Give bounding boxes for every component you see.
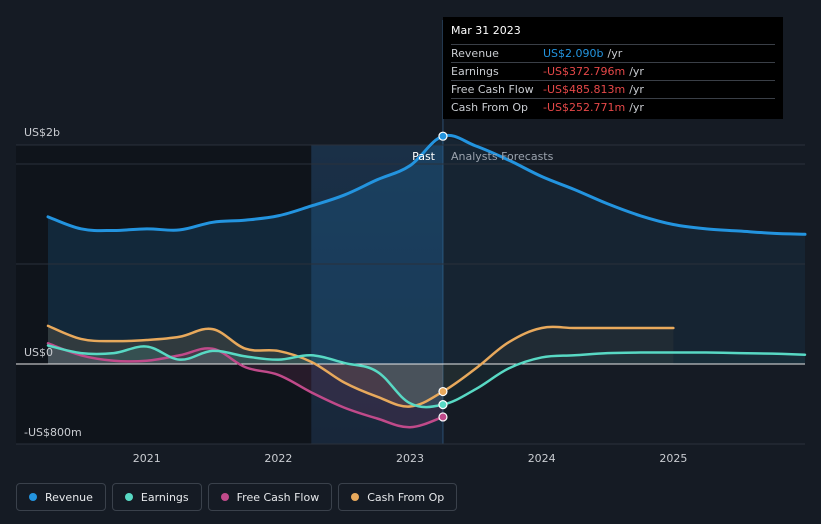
revenue-area bbox=[48, 136, 443, 364]
y-tick-label: US$0 bbox=[24, 346, 53, 359]
revenue-forecast-area bbox=[442, 136, 805, 364]
x-tick-label: 2021 bbox=[133, 452, 161, 465]
revenue-line bbox=[46, 133, 807, 236]
tooltip-unit: /yr bbox=[629, 101, 644, 114]
past-label: Past bbox=[412, 150, 436, 163]
tooltip-label: Cash From Op bbox=[451, 101, 529, 114]
tooltip-label: Free Cash Flow bbox=[451, 83, 534, 96]
tooltip-row-earnings: Earnings -US$372.796m /yr bbox=[451, 63, 775, 81]
tooltip-row-free-cash-flow: Free Cash Flow -US$485.813m /yr bbox=[451, 81, 775, 99]
x-tick-label: 2024 bbox=[528, 452, 556, 465]
tooltip: Mar 31 2023 Revenue US$2.090b /yr Earnin… bbox=[443, 17, 783, 119]
tooltip-unit: /yr bbox=[629, 65, 644, 78]
legend-label: Earnings bbox=[140, 490, 189, 504]
tooltip-value: US$2.090b bbox=[543, 47, 604, 60]
y-tick-label: US$2b bbox=[24, 126, 60, 139]
cash-from-op-line bbox=[46, 324, 675, 408]
tooltip-row-revenue: Revenue US$2.090b /yr bbox=[451, 45, 775, 63]
earnings-point bbox=[438, 400, 448, 410]
tooltip-value: -US$372.796m bbox=[543, 65, 626, 78]
tooltip-row-cash-from-op: Cash From Op -US$252.771m /yr bbox=[451, 99, 775, 116]
x-tick-label: 2023 bbox=[396, 452, 424, 465]
cash-from-op-point bbox=[438, 386, 448, 397]
highlight-overlay bbox=[311, 145, 443, 444]
legend-item-free-cash-flow[interactable]: Free Cash Flow bbox=[207, 483, 333, 511]
legend-label: Free Cash Flow bbox=[236, 490, 320, 504]
free-cash-flow-point bbox=[438, 412, 448, 422]
earnings-dot-icon bbox=[124, 493, 133, 501]
revenue-dot-icon bbox=[29, 493, 37, 501]
legend-item-cash-from-op[interactable]: Cash From Op bbox=[338, 483, 458, 511]
y-tick-label: -US$800m bbox=[24, 426, 82, 439]
earnings-line bbox=[46, 344, 807, 409]
legend-label: Cash From Op bbox=[367, 490, 445, 504]
tooltip-label: Revenue bbox=[451, 47, 499, 60]
earnings-forecast-area bbox=[442, 352, 805, 405]
past-region bbox=[16, 145, 312, 444]
free-cash-flow-line bbox=[46, 342, 445, 429]
x-tick-label: 2022 bbox=[264, 452, 292, 465]
tooltip-value: -US$252.771m bbox=[543, 101, 626, 114]
x-tick-label: 2025 bbox=[659, 452, 687, 465]
forecast-label: Analysts Forecasts bbox=[451, 150, 554, 163]
free-cash-flow-dot-icon bbox=[220, 493, 229, 501]
tooltip-label: Earnings bbox=[451, 65, 499, 78]
legend: Revenue Earnings Free Cash Flow Cash Fro… bbox=[16, 483, 458, 511]
tooltip-date: Mar 31 2023 bbox=[451, 23, 775, 45]
legend-item-earnings[interactable]: Earnings bbox=[111, 483, 202, 511]
legend-item-revenue[interactable]: Revenue bbox=[16, 483, 106, 511]
legend-label: Revenue bbox=[45, 490, 93, 504]
tooltip-unit: /yr bbox=[629, 83, 644, 96]
highlight-region bbox=[311, 145, 443, 444]
cash-from-op-dot-icon bbox=[351, 493, 360, 501]
cash-from-op-forecast-area bbox=[442, 326, 674, 392]
tooltip-unit: /yr bbox=[607, 47, 623, 60]
revenue-point bbox=[438, 131, 448, 141]
tooltip-value: -US$485.813m bbox=[543, 83, 626, 96]
